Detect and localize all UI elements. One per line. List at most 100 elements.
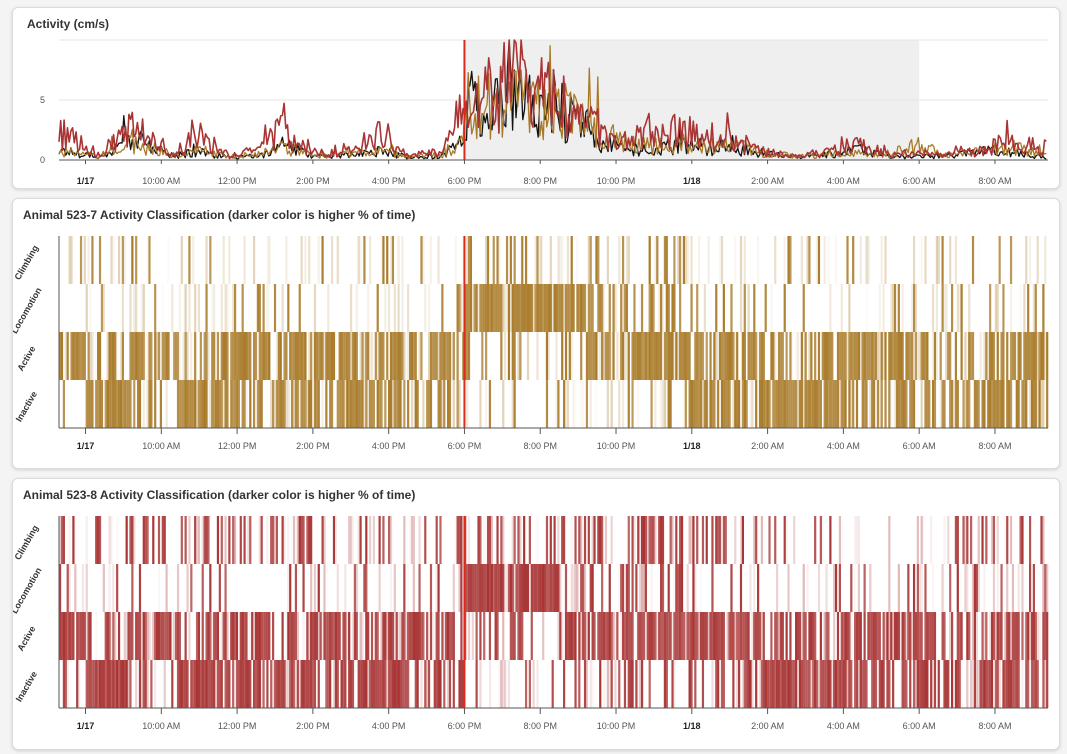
- h2-cell: [321, 516, 324, 564]
- h2-cell: [658, 516, 661, 564]
- h1-cell: [95, 332, 98, 380]
- h2-cell: [589, 564, 592, 612]
- h2-cell: [705, 516, 708, 564]
- h1-cell: [703, 380, 706, 428]
- h1-cell: [926, 380, 929, 428]
- h1-cell: [188, 236, 191, 284]
- h2-cell: [973, 564, 977, 612]
- h2-cell: [764, 660, 767, 708]
- h1-cell: [846, 236, 849, 284]
- h2-cell: [156, 612, 159, 660]
- h2-cell: [270, 516, 273, 564]
- h2-cell: [140, 612, 143, 660]
- h2-cell: [129, 516, 132, 564]
- h2-cell: [530, 564, 533, 612]
- h1-cell: [610, 332, 613, 380]
- h2-cell: [511, 516, 514, 564]
- h1-cell: [1036, 380, 1039, 428]
- h1-cell: [349, 380, 353, 428]
- h1-cell: [698, 380, 701, 428]
- h1-cell: [317, 236, 320, 284]
- h1-cell: [466, 380, 469, 428]
- h1-cell: [1027, 284, 1030, 332]
- h2-cell: [89, 612, 92, 660]
- h2-cell: [294, 564, 298, 612]
- h1-cell: [538, 236, 541, 284]
- h2-cell: [403, 564, 406, 612]
- h1-cell: [233, 380, 237, 428]
- h2-cell: [186, 564, 189, 612]
- h1-cell: [808, 380, 811, 428]
- h1-cell: [486, 236, 490, 284]
- h1-cell: [564, 380, 568, 428]
- h2-cell: [393, 564, 396, 612]
- h2-cell: [629, 660, 632, 708]
- h2-cell: [157, 612, 161, 660]
- h1-cell: [924, 332, 927, 380]
- h2-cell: [572, 612, 575, 660]
- h2-cell: [635, 612, 638, 660]
- h1-cell: [772, 332, 775, 380]
- h1-cell: [268, 236, 271, 284]
- h1-cell: [448, 380, 452, 428]
- h2-cell: [127, 660, 130, 708]
- h2-cell: [150, 660, 153, 708]
- h2-cell: [173, 612, 176, 660]
- h1-cell: [230, 332, 233, 380]
- h2-cell: [660, 564, 663, 612]
- h2-cell: [528, 660, 531, 708]
- h1-cell: [755, 332, 758, 380]
- h2-cell: [886, 660, 889, 708]
- h2-cell: [245, 612, 248, 660]
- h1-cell: [412, 380, 415, 428]
- h1-cell: [534, 284, 537, 332]
- h2-cell: [599, 516, 602, 564]
- h2-cell: [321, 612, 324, 660]
- h2-cell: [85, 564, 88, 612]
- h1-cell: [840, 332, 843, 380]
- h1-cell: [968, 380, 971, 428]
- h1-cell: [939, 332, 942, 380]
- h2-cell: [521, 612, 524, 660]
- h1-cell: [694, 380, 697, 428]
- h2-cell: [104, 660, 107, 708]
- h1-cell: [536, 236, 539, 284]
- h1-cell: [289, 332, 292, 380]
- h1-cell: [749, 380, 752, 428]
- h1-cell: [1032, 284, 1035, 332]
- h1-cell: [388, 284, 391, 332]
- h1-cell: [519, 236, 522, 284]
- h1-cell: [601, 332, 604, 380]
- h1-cell: [79, 332, 83, 380]
- h2-cell: [578, 612, 581, 660]
- h2-cell: [325, 612, 328, 660]
- h1-cell: [435, 332, 438, 380]
- h2-cell: [125, 516, 128, 564]
- h2-cell: [669, 516, 672, 564]
- h2-cell: [743, 612, 746, 660]
- h2-cell: [302, 612, 305, 660]
- h1-cell: [361, 332, 364, 380]
- h2-cell: [245, 660, 248, 708]
- h2-cell: [614, 660, 617, 708]
- h1-cell: [513, 236, 516, 284]
- h2-cell: [446, 612, 450, 660]
- h2-cell: [163, 660, 166, 708]
- h1-cell: [420, 332, 423, 380]
- h2-cell: [899, 612, 902, 660]
- h2-cell: [694, 612, 697, 660]
- h1-cell: [996, 380, 999, 428]
- h1-cell: [768, 380, 771, 428]
- h1-cell: [777, 332, 781, 380]
- h1-cell: [1023, 380, 1026, 428]
- h1-cell: [966, 380, 969, 428]
- h2-cell: [1006, 612, 1009, 660]
- h2-cell: [213, 660, 216, 708]
- h1-cell: [736, 332, 739, 380]
- h2-cell: [610, 660, 613, 708]
- h1-cell: [378, 332, 381, 380]
- h2-cell: [601, 516, 604, 564]
- h1-cell: [526, 332, 530, 380]
- h2-cell: [897, 612, 900, 660]
- h1-cell: [446, 380, 450, 428]
